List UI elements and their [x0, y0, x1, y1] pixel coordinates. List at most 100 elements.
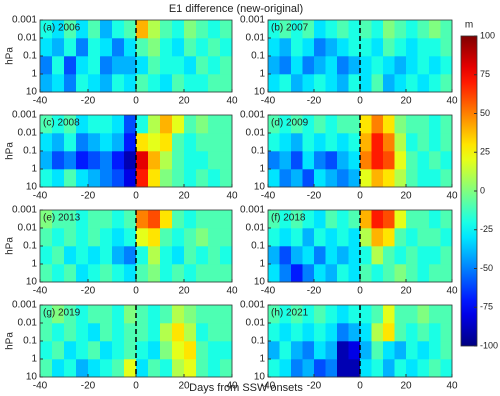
- heat-cell: [88, 246, 101, 265]
- heat-cell: [136, 359, 149, 378]
- heat-cell: [112, 228, 125, 247]
- x-tick-label: 20: [178, 381, 190, 392]
- heat-cell: [291, 133, 303, 152]
- heat-cell: [417, 115, 430, 134]
- heat-cell: [279, 305, 292, 324]
- y-tick-label: 0.01: [18, 33, 38, 44]
- heat-cell: [394, 56, 407, 75]
- heat-cell: [88, 305, 101, 324]
- heat-cell: [440, 74, 453, 93]
- heat-cell: [88, 169, 101, 188]
- heat-cell: [360, 133, 372, 152]
- heat-cell: [124, 133, 137, 152]
- heat-cell: [184, 305, 197, 324]
- heat-cell: [440, 246, 453, 265]
- heat-cell: [302, 359, 315, 378]
- heat-cell: [302, 56, 315, 75]
- heat-cell: [417, 264, 430, 283]
- heat-cell: [76, 341, 89, 360]
- heat-cell: [208, 38, 221, 57]
- y-tick-label: 0.01: [18, 318, 38, 329]
- heat-cell: [337, 323, 349, 342]
- heat-cell: [172, 323, 185, 342]
- heat-cell: [383, 264, 395, 283]
- heat-cell: [136, 133, 149, 152]
- heat-cell: [337, 20, 349, 39]
- heat-cell: [348, 133, 361, 152]
- heat-cell: [314, 264, 326, 283]
- x-axis-label: Days from SSW onsets: [189, 382, 303, 394]
- heat-cell: [291, 115, 303, 134]
- y-tick-label: 1: [31, 354, 37, 365]
- colorbar-tick-label: -75: [480, 302, 493, 312]
- heat-cell: [348, 323, 361, 342]
- x-tick-label: 40: [446, 96, 458, 107]
- heat-cell: [208, 169, 221, 188]
- heat-cell: [394, 133, 407, 152]
- heat-cell: [406, 169, 418, 188]
- heat-cell: [394, 323, 407, 342]
- heat-cell: [88, 264, 101, 283]
- x-tick-label: 20: [400, 381, 412, 392]
- x-tick-label: -20: [81, 381, 96, 392]
- heat-cell: [371, 133, 384, 152]
- heat-cell: [417, 305, 430, 324]
- y-tick-label: 10: [254, 372, 266, 383]
- y-tick-label: 0.1: [251, 146, 265, 157]
- x-tick-label: 40: [226, 286, 238, 297]
- heat-cell: [52, 305, 65, 324]
- heat-cell: [268, 115, 280, 134]
- heat-cell: [348, 56, 361, 75]
- heat-cell: [112, 115, 125, 134]
- x-tick-label: -40: [33, 191, 48, 202]
- heat-cell: [76, 264, 89, 283]
- heat-cell: [325, 264, 338, 283]
- heat-cell: [220, 74, 233, 93]
- heat-cell: [394, 264, 407, 283]
- y-tick-label: 0.1: [251, 336, 265, 347]
- x-tick-label: -20: [307, 286, 322, 297]
- heat-cell: [40, 264, 53, 283]
- heat-cell: [196, 74, 209, 93]
- heat-cell: [112, 323, 125, 342]
- heat-cell: [302, 228, 315, 247]
- heat-cell: [124, 38, 137, 57]
- heat-cell: [279, 151, 292, 170]
- heat-cell: [360, 246, 372, 265]
- heat-cell: [429, 38, 441, 57]
- heat-cell: [100, 56, 113, 75]
- heat-cell: [314, 133, 326, 152]
- heat-cell: [325, 305, 338, 324]
- x-tick-label: 0: [357, 191, 363, 202]
- heat-cell: [136, 246, 149, 265]
- heat-cell: [279, 169, 292, 188]
- heat-cell: [268, 264, 280, 283]
- heat-cell: [314, 246, 326, 265]
- heat-cell: [268, 74, 280, 93]
- heat-cell: [440, 38, 453, 57]
- x-tick-label: -20: [81, 96, 96, 107]
- y-tick-label: 10: [254, 277, 266, 288]
- heat-cell: [440, 169, 453, 188]
- heat-cell: [64, 228, 77, 247]
- heat-cell: [325, 228, 338, 247]
- heat-cell: [325, 133, 338, 152]
- heat-cell: [302, 133, 315, 152]
- heat-cell: [172, 74, 185, 93]
- heat-cell: [220, 38, 233, 57]
- heat-cell: [112, 169, 125, 188]
- heat-cell: [100, 74, 113, 93]
- heat-cell: [268, 151, 280, 170]
- heat-cell: [52, 210, 65, 229]
- heat-cell: [383, 115, 395, 134]
- heat-cell: [406, 323, 418, 342]
- y-axis-label: hPa: [5, 47, 16, 65]
- heat-cell: [184, 133, 197, 152]
- x-tick-label: -20: [81, 286, 96, 297]
- heat-cell: [360, 341, 372, 360]
- heat-cell: [268, 38, 280, 57]
- heat-cell: [52, 115, 65, 134]
- heat-cell: [160, 38, 173, 57]
- heat-cell: [337, 151, 349, 170]
- heat-cell: [136, 115, 149, 134]
